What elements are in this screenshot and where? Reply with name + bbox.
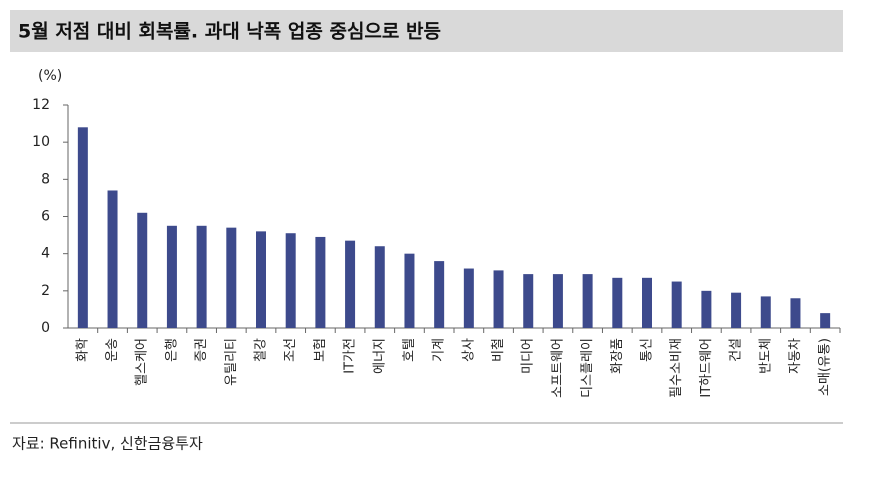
x-tick-label: 디스플레이	[580, 338, 595, 398]
bar	[434, 261, 445, 328]
x-tick-label: IT가전	[343, 338, 358, 374]
x-tick-label: 소프트웨어	[550, 338, 565, 398]
source: 자료: Refinitiv, 신한금융투자	[12, 435, 203, 453]
bar	[315, 236, 326, 328]
y-tick-label: 2	[41, 283, 50, 299]
y-axis-label: (%)	[38, 68, 62, 84]
x-tick-label: 화장품	[610, 338, 625, 374]
x-tick-label: 비철	[491, 338, 506, 362]
x-tick-label: 보험	[313, 338, 328, 362]
bar	[582, 274, 593, 328]
x-tick-label: 반도체	[758, 338, 773, 374]
x-tick-label: 자동차	[788, 338, 803, 374]
bar	[642, 277, 652, 328]
x-tick-label: 상사	[461, 338, 476, 362]
x-tick-label: 건설	[729, 338, 744, 362]
bar	[760, 296, 771, 328]
x-tick-label: 운송	[105, 338, 120, 362]
bar	[820, 313, 831, 328]
y-tick-label: 4	[41, 246, 50, 262]
x-tick-label: 기계	[432, 338, 447, 362]
title-bar	[10, 10, 843, 52]
x-tick-label: 은행	[163, 338, 179, 362]
bar	[345, 240, 356, 328]
bar	[374, 246, 385, 328]
bar	[701, 290, 712, 328]
bar	[404, 253, 415, 328]
chart-title: 5월 저점 대비 회복률. 과대 낙폭 업종 중심으로 반등	[18, 21, 441, 43]
y-tick-label: 8	[41, 171, 50, 187]
bar	[107, 190, 118, 328]
x-tick-label: 화학	[75, 338, 90, 362]
bar	[552, 274, 563, 328]
bar	[285, 233, 296, 328]
x-tick-label: 조선	[283, 338, 298, 362]
bar	[731, 292, 742, 328]
x-tick-label: 소매(유통)	[818, 338, 833, 396]
bar	[226, 227, 237, 328]
x-tick-label: 호텔	[402, 338, 417, 362]
x-tick-label: 에너지	[372, 338, 387, 374]
y-tick-label: 10	[32, 134, 50, 150]
bar	[612, 277, 623, 328]
x-tick-label: 필수소비재	[669, 338, 684, 398]
bar	[523, 274, 534, 328]
bar	[166, 225, 177, 328]
x-tick-label: 철강	[254, 338, 269, 362]
x-tick-label: 헬스케어	[135, 338, 150, 386]
y-tick-label: 0	[41, 320, 50, 336]
bar	[196, 225, 207, 328]
x-tick-label: 통신	[640, 338, 655, 362]
bar	[137, 212, 148, 328]
bar	[256, 231, 266, 328]
bar	[463, 268, 474, 328]
x-tick-label: IT하드웨어	[699, 338, 714, 398]
y-tick-label: 12	[32, 97, 50, 113]
x-tick-label: 유틸리티	[224, 338, 239, 386]
x-tick-label: 미디어	[521, 338, 536, 374]
bar	[790, 298, 801, 328]
y-tick-label: 6	[41, 209, 50, 225]
bar	[493, 270, 504, 328]
bar	[671, 281, 682, 328]
x-tick-label: 증권	[194, 338, 209, 362]
bar	[77, 127, 88, 328]
